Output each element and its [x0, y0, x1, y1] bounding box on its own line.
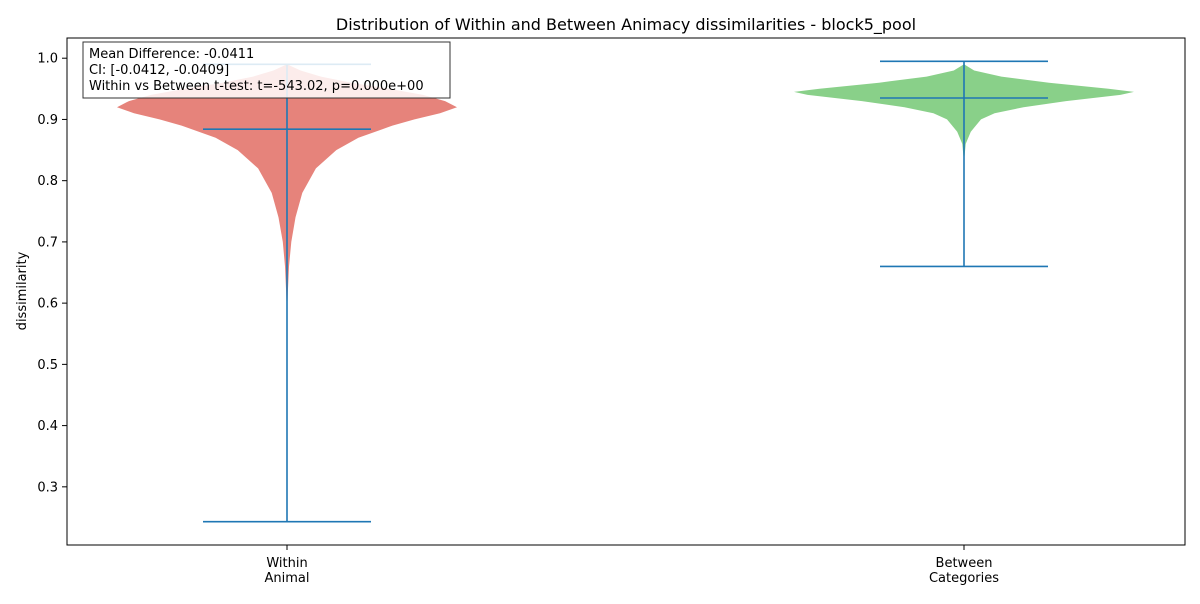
y-tick-label-2: 0.5	[37, 358, 58, 373]
stats-annotation-box: Mean Difference: -0.0411 CI: [-0.0412, -…	[82, 41, 451, 99]
x-tick-label-1-line1: Between	[936, 556, 993, 571]
y-tick-label-6: 0.9	[37, 113, 58, 128]
y-tick-label-1: 0.4	[37, 419, 58, 434]
y-axis-label: dissimilarity	[15, 251, 30, 330]
chart-title: Distribution of Within and Between Anima…	[336, 15, 916, 35]
x-tick-label-0-line2: Animal	[265, 571, 310, 586]
y-tick-label-7: 1.0	[37, 52, 58, 67]
x-tick-label-0-line1: Within	[266, 556, 307, 571]
annotation-confidence-interval: CI: [-0.0412, -0.0409]	[89, 63, 229, 78]
y-tick-label-4: 0.7	[37, 235, 58, 250]
y-tick-label-5: 0.8	[37, 174, 58, 189]
y-tick-label-3: 0.6	[37, 297, 58, 312]
annotation-background	[82, 41, 451, 99]
y-tick-label-0: 0.3	[37, 480, 58, 495]
plot-frame	[66, 37, 1186, 546]
plot-area	[117, 60, 1134, 523]
annotation-mean-difference: Mean Difference: -0.0411	[89, 47, 254, 62]
annotation-t-test: Within vs Between t-test: t=-543.02, p=0…	[89, 79, 424, 94]
x-tick-label-1-line2: Categories	[929, 571, 999, 586]
